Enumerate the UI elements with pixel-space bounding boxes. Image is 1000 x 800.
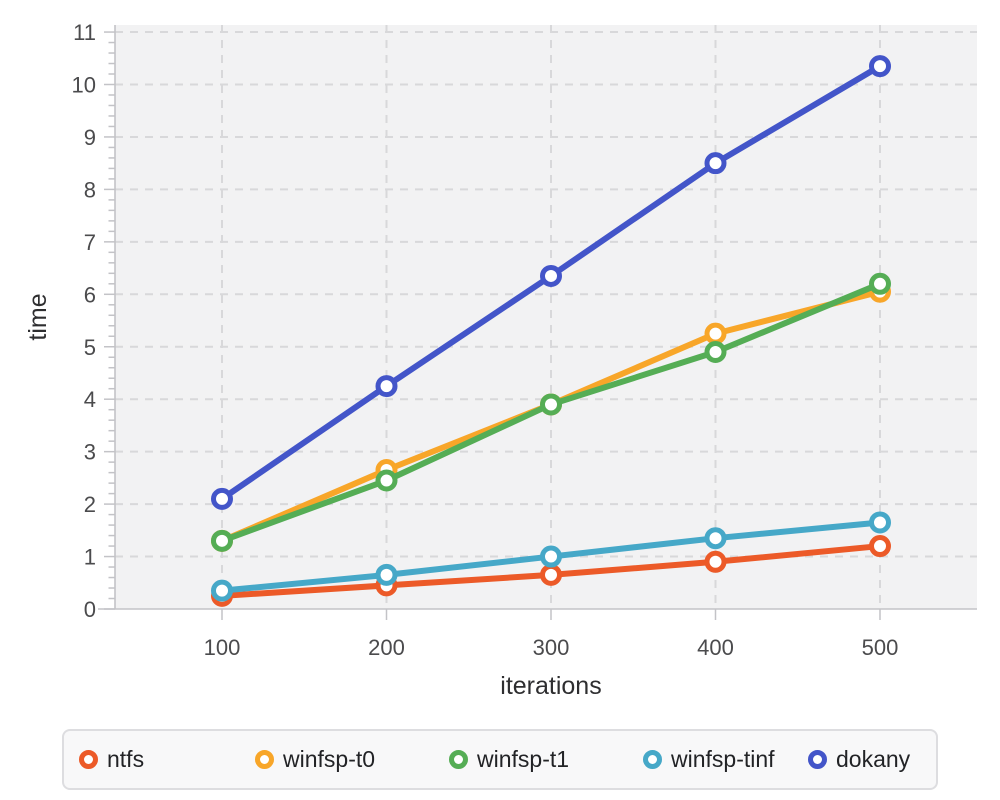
y-tick-label: 11: [73, 20, 96, 45]
gridlines: [115, 25, 977, 609]
legend-item-label: winfsp-tinf: [671, 746, 775, 772]
y-axis-title: time: [24, 293, 52, 340]
x-ticks: [221, 609, 881, 620]
legend-marker-icon: [808, 750, 827, 769]
data-point-winfsp-tinf: [704, 527, 727, 550]
y-tick-label: 5: [84, 335, 96, 360]
series-dokany: [211, 55, 891, 510]
data-point-winfsp-tinf: [211, 579, 233, 602]
data-point-ntfs: [540, 563, 562, 586]
data-point-ntfs: [704, 550, 727, 573]
y-tick-label: 1: [84, 545, 96, 570]
legend-marker-icon: [449, 750, 468, 769]
x-tick-labels: 100 200 300 400 500: [204, 635, 899, 660]
x-tick-label: 200: [368, 635, 405, 660]
x-tick-label: 500: [862, 635, 899, 660]
axes: [98, 25, 977, 610]
y-tick-label: 7: [84, 230, 96, 255]
data-point-winfsp-tinf: [540, 545, 562, 568]
data-point-winfsp-tinf: [375, 563, 398, 586]
data-point-dokany: [375, 375, 398, 398]
legend-item-ntfs: ntfs: [79, 731, 144, 788]
legend-item-winfsp-tinf: winfsp-tinf: [643, 731, 775, 788]
legend-item-winfsp-t1: winfsp-t1: [449, 731, 569, 788]
plot-area-background: [115, 25, 977, 609]
data-point-winfsp-t1: [375, 469, 398, 492]
x-tick-label: 400: [697, 635, 734, 660]
legend-item-label: winfsp-t1: [477, 746, 570, 772]
legend-marker-icon: [79, 750, 98, 769]
data-point-dokany: [869, 55, 891, 78]
y-tick-label: 2: [84, 492, 96, 517]
data-point-winfsp-t1: [211, 529, 233, 552]
legend-marker-icon: [643, 750, 662, 769]
data-point-winfsp-t0: [704, 322, 727, 345]
data-point-winfsp-t1: [704, 340, 727, 363]
data-point-dokany: [211, 487, 233, 510]
legend-item-label: winfsp-t0: [283, 746, 376, 772]
data-point-dokany: [704, 152, 727, 175]
legend-marker-icon: [255, 750, 274, 769]
x-tick-label: 100: [204, 635, 241, 660]
x-axis-title: iterations: [500, 672, 601, 700]
data-point-winfsp-tinf: [869, 511, 891, 534]
series-winfsp-t1: [211, 272, 891, 552]
y-tick-label: 0: [84, 597, 96, 622]
y-tick-label: 10: [72, 73, 96, 98]
series-winfsp-tinf: [211, 511, 891, 602]
legend-item-label: ntfs: [107, 746, 145, 772]
y-tick-label: 8: [84, 177, 96, 202]
data-point-dokany: [540, 264, 562, 287]
y-tick-label: 3: [84, 440, 96, 465]
plot-canvas: 0 1 2 3 4 5 6 7 8 9 10 11 100 200 300 400 500 time itera…: [24, 20, 977, 700]
legend-item-dokany: dokany: [808, 731, 910, 788]
legend: ntfs winfsp-t0 winfsp-t1 winfsp-tinf dokany: [62, 729, 938, 790]
y-tick-labels: 0 1 2 3 4 5 6 7 8 9 10 11: [72, 20, 96, 622]
legend-item-label: dokany: [836, 746, 911, 772]
data-point-ntfs: [869, 535, 891, 558]
y-tick-label: 9: [84, 125, 96, 150]
legend-item-winfsp-t0: winfsp-t0: [255, 731, 375, 788]
y-tick-label: 4: [84, 387, 96, 412]
y-tick-label: 6: [84, 282, 96, 307]
data-point-winfsp-t1: [540, 393, 562, 416]
data-point-winfsp-t1: [869, 272, 891, 295]
x-tick-label: 300: [533, 635, 570, 660]
y-ticks: [104, 31, 115, 610]
